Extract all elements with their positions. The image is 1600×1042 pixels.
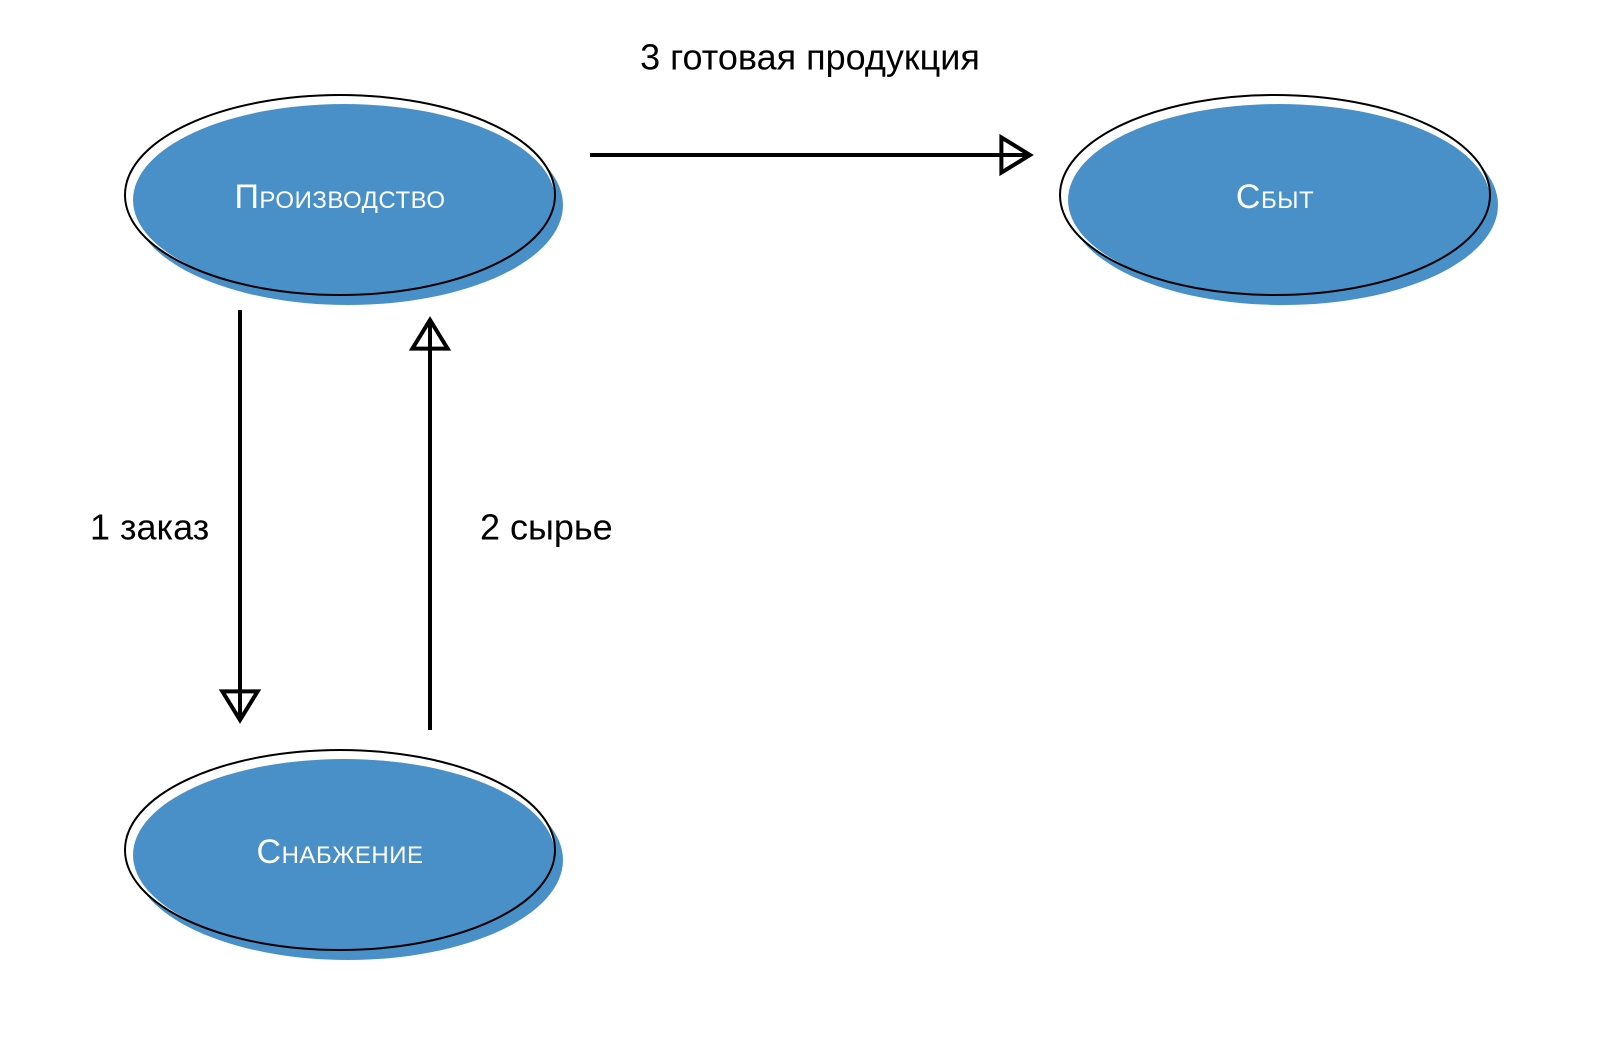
edge-finished-label: 3 готовая продукция bbox=[640, 37, 980, 78]
node-supply: Снабжение bbox=[125, 750, 563, 960]
node-production-label: Производство bbox=[234, 178, 445, 216]
node-supply-label: Снабжение bbox=[257, 833, 424, 871]
edge-finished: 3 готовая продукция bbox=[590, 37, 1030, 173]
edge-raw: 2 сырье bbox=[412, 320, 612, 730]
edge-raw-label: 2 сырье bbox=[480, 507, 613, 548]
edge-order: 1 заказ bbox=[90, 310, 258, 720]
edge-order-label: 1 заказ bbox=[90, 507, 209, 548]
node-production: Производство bbox=[125, 95, 563, 305]
node-sales-label: Сбыт bbox=[1236, 178, 1314, 216]
node-sales: Сбыт bbox=[1060, 95, 1498, 305]
